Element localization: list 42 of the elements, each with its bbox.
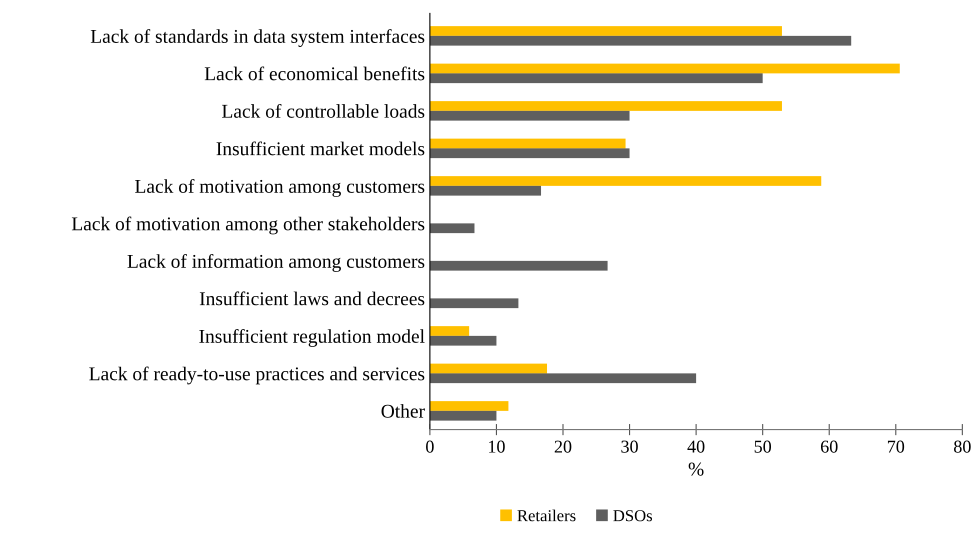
y-tick-label: Other bbox=[382, 404, 425, 418]
bar bbox=[430, 364, 548, 374]
x-tick-label: 10 bbox=[489, 440, 505, 453]
y-tick-label: Insufficient laws and decrees bbox=[200, 291, 424, 306]
y-tick-label: Lack of controllable loads bbox=[222, 104, 424, 118]
bar bbox=[430, 138, 626, 148]
x-tick-label: 30 bbox=[621, 440, 638, 453]
legend-label: Retailers bbox=[517, 510, 576, 522]
y-tick-label: Lack of motivation among other stakeholders bbox=[72, 216, 424, 234]
x-tick-label: 40 bbox=[687, 440, 704, 453]
bar bbox=[430, 176, 822, 186]
bar bbox=[430, 373, 696, 384]
y-tick-label: Insufficient regulation model bbox=[199, 329, 425, 347]
bar bbox=[430, 26, 782, 36]
bar bbox=[430, 186, 542, 196]
y-tick-label: Lack of economical benefits bbox=[204, 66, 424, 80]
x-tick-label: 60 bbox=[820, 440, 838, 453]
legend-label: DSOs bbox=[613, 510, 652, 522]
y-tick-label: Lack of standards in data system interfaces bbox=[90, 29, 424, 47]
bar bbox=[430, 298, 518, 308]
bar bbox=[430, 336, 496, 346]
x-tick-label: 20 bbox=[554, 440, 572, 453]
y-tick-label: Lack of information among customers bbox=[128, 254, 424, 272]
bar bbox=[430, 36, 852, 46]
bar bbox=[430, 148, 630, 158]
bar bbox=[430, 410, 496, 421]
bar bbox=[430, 101, 782, 111]
bar bbox=[430, 73, 763, 84]
x-tick-label: 80 bbox=[954, 440, 971, 453]
x-axis-title: % bbox=[688, 462, 704, 476]
x-tick-label: 0 bbox=[426, 440, 434, 453]
bar bbox=[430, 260, 608, 271]
y-tick-label: Lack of motivation among customers bbox=[135, 179, 424, 197]
bar bbox=[430, 223, 474, 234]
x-tick-label: 70 bbox=[888, 440, 904, 453]
bar bbox=[430, 401, 508, 411]
y-tick-label: Lack of ready-to-use practices and services bbox=[89, 366, 424, 384]
x-tick-label: 50 bbox=[754, 440, 772, 453]
y-tick-label: Insufficient market models bbox=[216, 141, 424, 156]
bar bbox=[430, 326, 470, 336]
bar bbox=[430, 110, 630, 121]
bar bbox=[430, 64, 900, 74]
